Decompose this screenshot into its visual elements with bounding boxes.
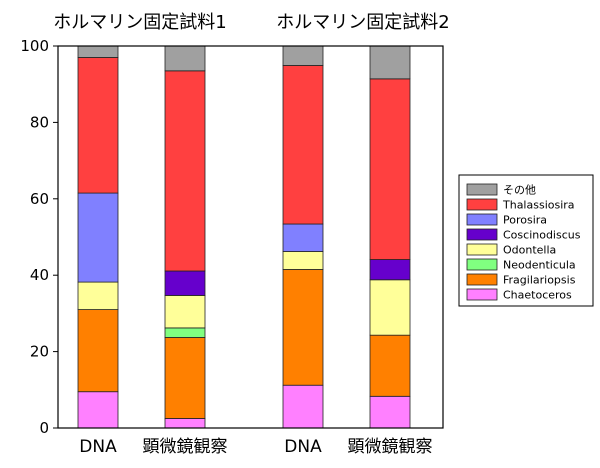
legend-swatch-Porosira	[466, 213, 498, 226]
legend-swatch-その他	[466, 183, 498, 196]
group-titles: ホルマリン固定試料1 ホルマリン固定試料2	[53, 12, 449, 33]
bar-segment-Chaetoceros-4	[369, 395, 411, 429]
legend-swatch-Fragilariopsis	[466, 273, 498, 286]
bar-segment-その他-3	[282, 45, 324, 66]
bar-segment-Fragilariopsis-2	[164, 337, 206, 419]
legend-swatch-Thalassiosira	[466, 198, 498, 211]
x-category-label-3: DNA	[284, 437, 322, 457]
x-category-label-4: 顕微鏡観察	[348, 437, 433, 457]
bar-segment-Chaetoceros-2	[164, 418, 206, 429]
y-tick-label-40: 40	[30, 266, 49, 284]
y-tick-label-20: 20	[30, 343, 49, 361]
bar-segment-Porosira-3	[282, 223, 324, 252]
bar-segment-Coscinodiscus-4	[369, 259, 411, 281]
plot-frame	[57, 45, 444, 429]
legend-label-その他: その他	[503, 184, 536, 197]
bar-segment-Thalassiosira-2	[164, 70, 206, 272]
group-title-2: ホルマリン固定試料2	[276, 12, 449, 33]
legend-swatch-Chaetoceros	[466, 288, 498, 301]
bars-layer	[77, 45, 411, 429]
bar-segment-その他-2	[164, 45, 206, 72]
bar-segment-Fragilariopsis-3	[282, 269, 324, 386]
bar-segment-Porosira-1	[77, 192, 119, 283]
y-tick-label-100: 100	[20, 37, 49, 55]
x-axis-labels: DNA 顕微鏡観察 DNA 顕微鏡観察	[79, 437, 432, 457]
bar-segment-Chaetoceros-3	[282, 384, 324, 429]
y-axis: 0 20 40 60 80 100	[20, 37, 58, 437]
bar-segment-Odontella-4	[369, 279, 411, 336]
bar-segment-Fragilariopsis-4	[369, 334, 411, 397]
legend-label-Fragilariopsis: Fragilariopsis	[503, 274, 576, 287]
bar-segment-Odontella-3	[282, 251, 324, 270]
legend-label-Thalassiosira: Thalassiosira	[502, 199, 575, 212]
y-tick-label-80: 80	[30, 113, 49, 131]
legend-swatch-Coscinodiscus	[466, 228, 498, 241]
bar-segment-Thalassiosira-1	[77, 57, 119, 194]
legend-label-Porosira: Porosira	[503, 214, 547, 227]
legend-label-Coscinodiscus: Coscinodiscus	[503, 229, 581, 242]
bar-segment-Thalassiosira-3	[282, 65, 324, 225]
bar-segment-Neodenticula-2	[164, 327, 206, 338]
legend-swatch-Neodenticula	[466, 258, 498, 271]
legend-swatch-Odontella	[466, 243, 498, 256]
bar-segment-Chaetoceros-1	[77, 391, 119, 429]
legend-label-Chaetoceros: Chaetoceros	[503, 289, 572, 302]
bar-segment-その他-4	[369, 45, 411, 80]
bar-segment-Odontella-2	[164, 295, 206, 329]
y-tick-label-0: 0	[39, 419, 49, 437]
y-tick-label-60: 60	[30, 190, 49, 208]
bar-segment-Odontella-1	[77, 281, 119, 310]
legend-label-Neodenticula: Neodenticula	[503, 259, 576, 272]
bar-segment-Fragilariopsis-1	[77, 309, 119, 393]
bar-segment-Thalassiosira-4	[369, 78, 411, 260]
legend-label-Odontella: Odontella	[503, 244, 556, 257]
legend: その他 Thalassiosira Porosira Coscinodiscus Odo…	[458, 174, 594, 307]
x-category-label-2: 顕微鏡観察	[143, 437, 228, 457]
bar-segment-Coscinodiscus-2	[164, 270, 206, 296]
group-title-1: ホルマリン固定試料1	[53, 12, 226, 33]
bar-segment-その他-1	[77, 45, 119, 58]
x-category-label-1: DNA	[79, 437, 117, 457]
